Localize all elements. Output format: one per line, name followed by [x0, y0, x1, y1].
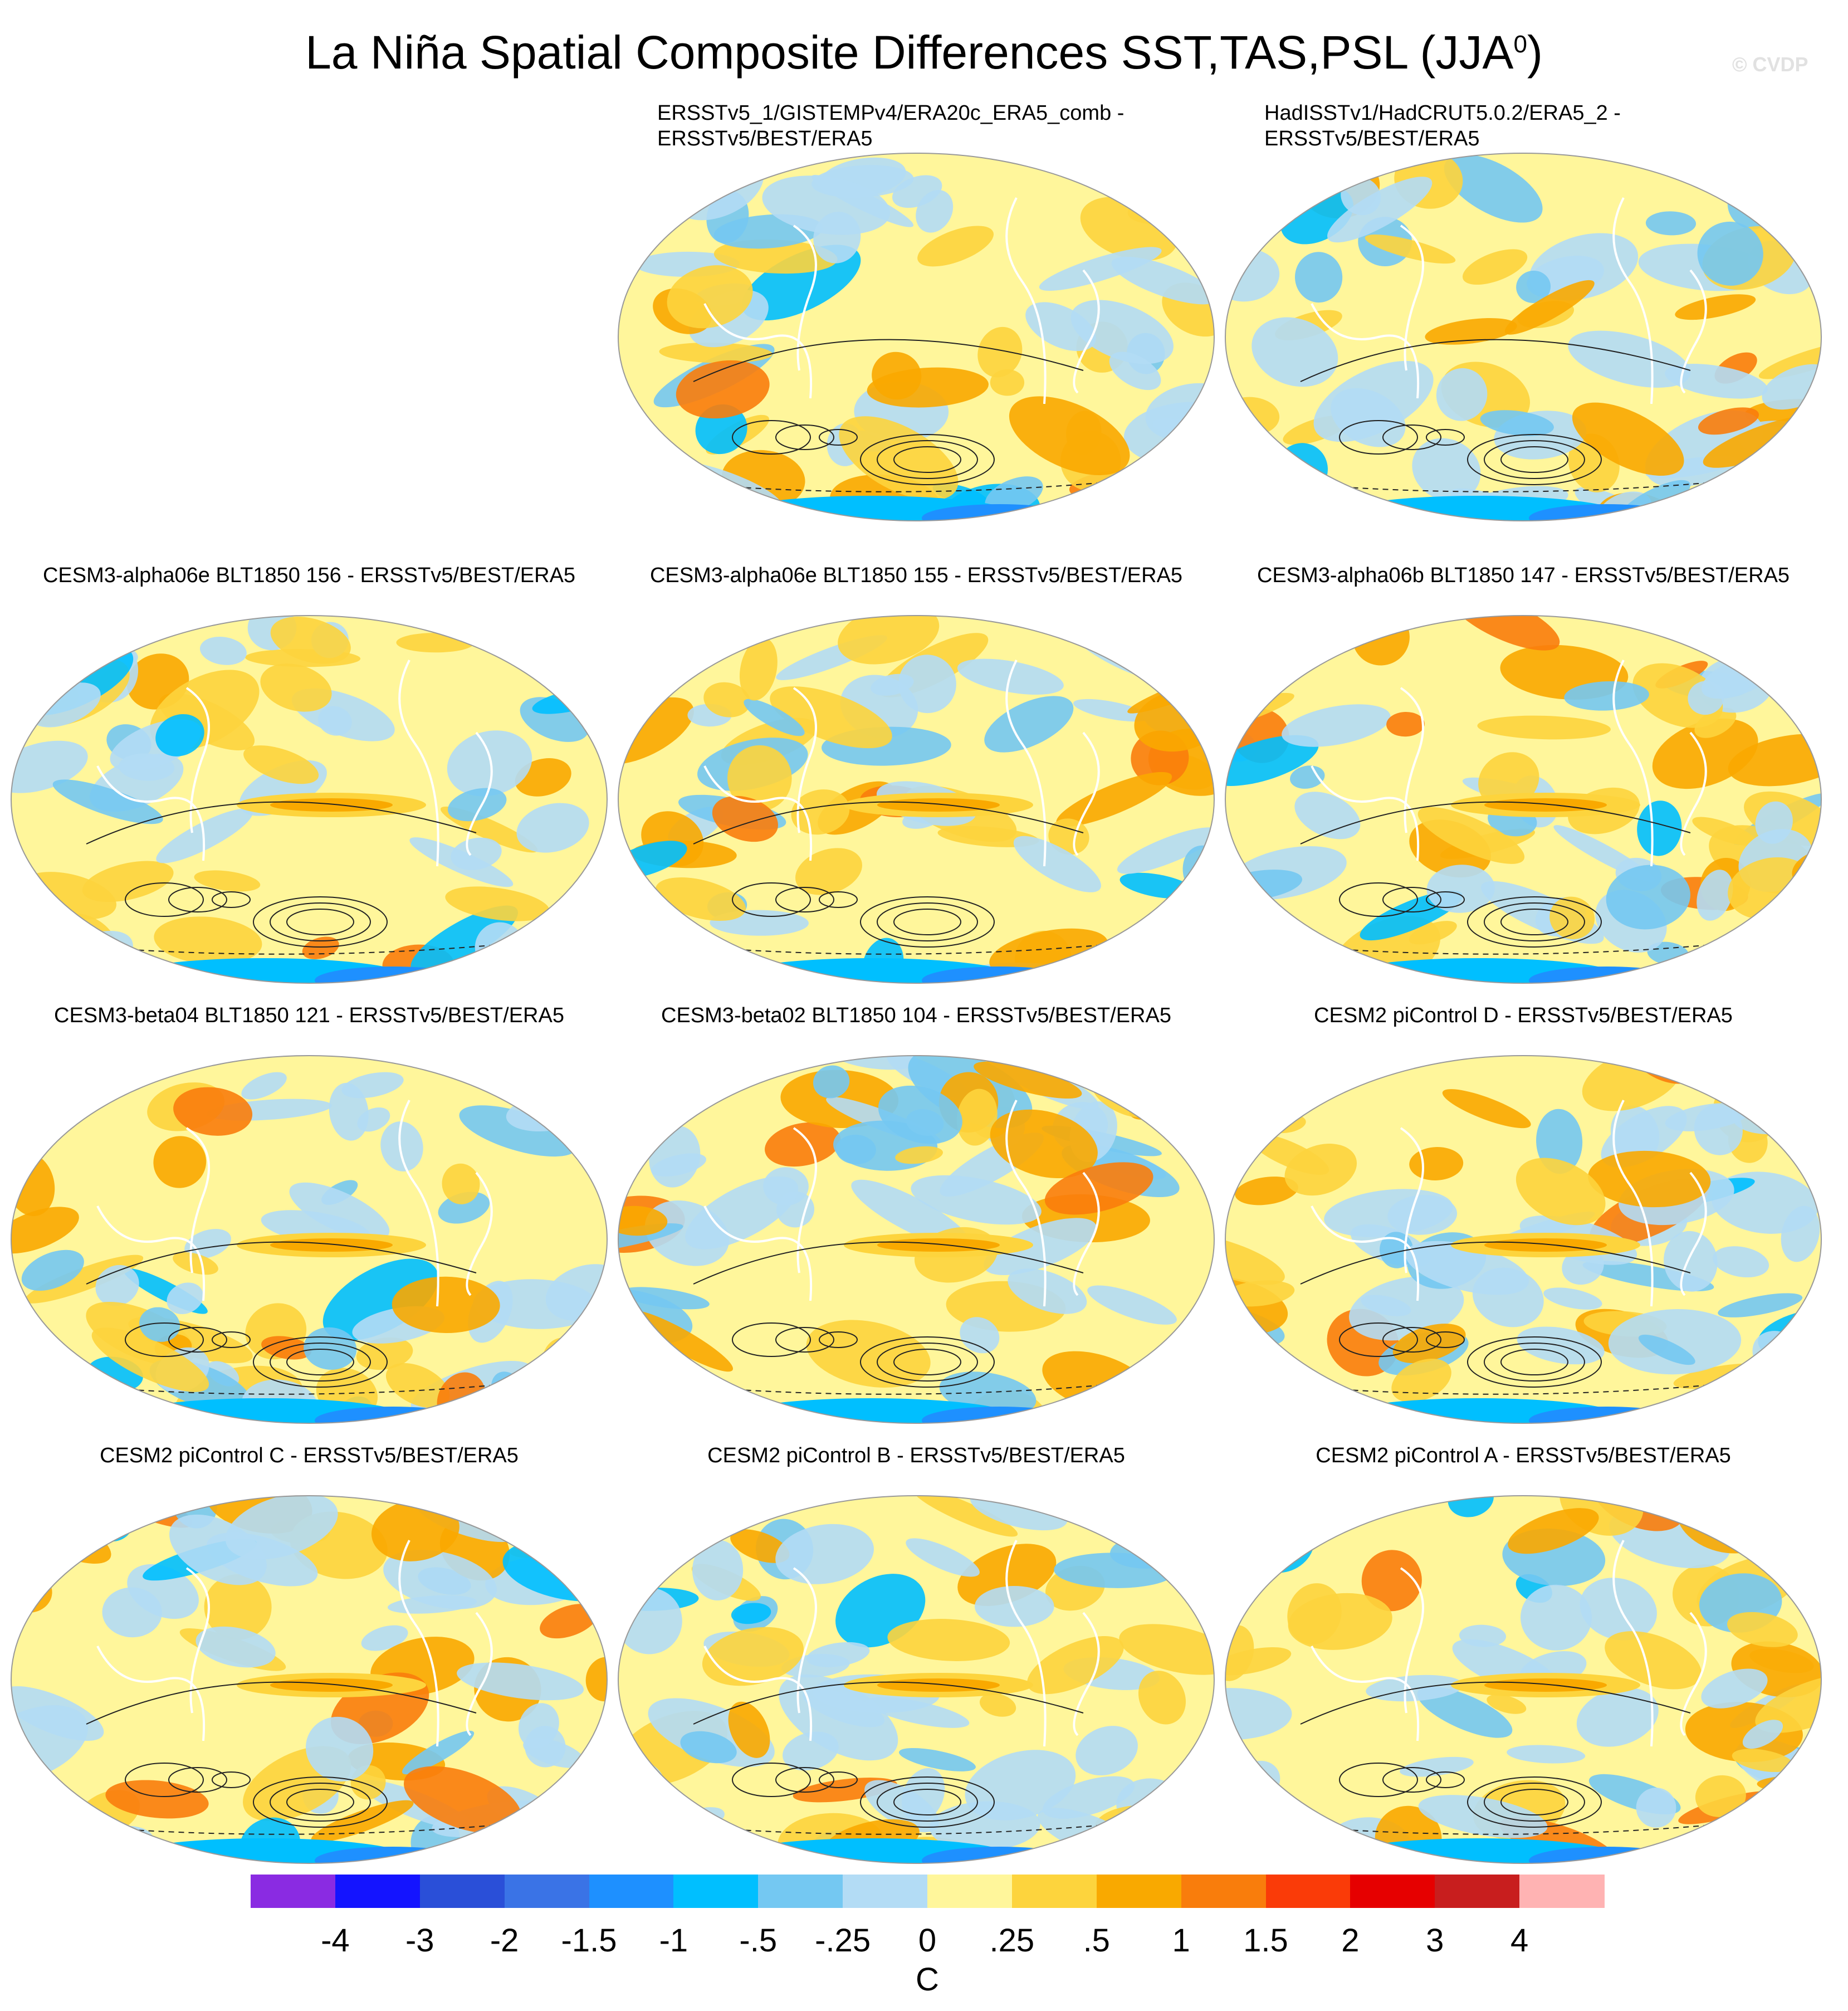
panel-title: CESM2 piControl B - ERSSTv5/BEST/ERA5: [613, 1443, 1220, 1468]
colorbar-tick-label: 2: [1341, 1922, 1360, 1959]
colorbar-tick-label: 1.5: [1243, 1922, 1288, 1959]
robinson-map: [618, 615, 1215, 984]
panel-title-line1: CESM3-alpha06e BLT1850 156 - ERSSTv5/BES…: [42, 564, 576, 587]
colorbar-tick-label: -2: [490, 1922, 519, 1959]
panel-title-line1: HadISSTv1/HadCRUT5.0.2/ERA5_2 -: [1264, 101, 1621, 125]
colorbar-swatch: [589, 1875, 674, 1908]
colorbar-tick-label: -.5: [739, 1922, 778, 1959]
colorbar-tick-label: -.25: [815, 1922, 871, 1959]
colorbar-tick-label: -1: [659, 1922, 688, 1959]
cvdp-watermark: © CVDP: [1732, 53, 1808, 76]
colorbar-swatch: [673, 1875, 759, 1908]
colorbar-unit: C: [916, 1961, 939, 1998]
panel-title: ERSSTv5_1/GISTEMPv4/ERA20c_ERA5_comb - ER…: [613, 100, 1136, 152]
panel-title: CESM2 piControl A - ERSSTv5/BEST/ERA5: [1220, 1443, 1827, 1468]
colorbar-swatch: [758, 1875, 844, 1908]
figure-title: La Niña Spatial Composite Differences SS…: [305, 26, 1543, 79]
panel-title-line1: CESM2 piControl D - ERSSTv5/BEST/ERA5: [1314, 1004, 1733, 1027]
panel-title-line1: CESM3-beta04 BLT1850 121 - ERSSTv5/BEST/…: [54, 1004, 564, 1027]
panel-title-line1: CESM2 piControl B - ERSSTv5/BEST/ERA5: [707, 1444, 1125, 1467]
colorbar: -4 -3 -2 -1.5 -1 -.5 -.25 0 .25 .5 1 1.5 2 3 4 C: [251, 1875, 1605, 2003]
panel-title: CESM3-beta04 BLT1850 121 - ERSSTv5/BEST/…: [6, 1003, 613, 1028]
map-panel: CESM3-beta02 BLT1850 104 - ERSSTv5/BEST/…: [613, 1003, 1220, 1424]
panel-title-line1: CESM3-alpha06e BLT1850 155 - ERSSTv5/BES…: [649, 564, 1183, 587]
colorbar-swatch: [335, 1875, 421, 1908]
robinson-map: [618, 1495, 1215, 1864]
panel-title: CESM3-alpha06e BLT1850 156 - ERSSTv5/BES…: [6, 563, 613, 588]
colorbar-tick-label: 0: [918, 1922, 937, 1959]
colorbar-swatch: [504, 1875, 590, 1908]
panel-title: CESM2 piControl D - ERSSTv5/BEST/ERA5: [1220, 1003, 1827, 1028]
panel-title-line1: CESM3-alpha06b BLT1850 147 - ERSSTv5/BES…: [1257, 564, 1790, 587]
colorbar-swatch: [927, 1875, 1013, 1908]
map-panel: CESM3-alpha06e BLT1850 156 - ERSSTv5/BES…: [6, 563, 613, 984]
robinson-map: [1225, 1055, 1822, 1424]
map-panel: CESM3-beta04 BLT1850 121 - ERSSTv5/BEST/…: [6, 1003, 613, 1424]
colorbar-tick-label: 3: [1426, 1922, 1444, 1959]
panel-title: CESM3-alpha06b BLT1850 147 - ERSSTv5/BES…: [1220, 563, 1827, 588]
robinson-map: [1225, 153, 1822, 521]
panel-title-line1: ERSSTv5_1/GISTEMPv4/ERA20c_ERA5_comb -: [657, 101, 1125, 125]
colorbar-tick-label: .5: [1083, 1922, 1110, 1959]
map-panel: CESM2 piControl C - ERSSTv5/BEST/ERA5: [6, 1443, 613, 1864]
panel-title-line1: CESM2 piControl C - ERSSTv5/BEST/ERA5: [100, 1444, 519, 1467]
colorbar-tick-label: 1: [1172, 1922, 1190, 1959]
robinson-map: [1225, 1495, 1822, 1864]
colorbar-tick-label: -4: [321, 1922, 350, 1959]
colorbar-swatch: [1265, 1875, 1351, 1908]
panel-title: CESM2 piControl C - ERSSTv5/BEST/ERA5: [6, 1443, 613, 1468]
map-panel: CESM3-alpha06b BLT1850 147 - ERSSTv5/BES…: [1220, 563, 1827, 984]
colorbar-swatch: [251, 1875, 336, 1908]
panel-title: CESM3-beta02 BLT1850 104 - ERSSTv5/BEST/…: [613, 1003, 1220, 1028]
panel-title-line1: CESM3-beta02 BLT1850 104 - ERSSTv5/BEST/…: [661, 1004, 1171, 1027]
colorbar-swatch: [1350, 1875, 1436, 1908]
colorbar-tick-label: 4: [1510, 1922, 1529, 1959]
map-panel: HadISSTv1/HadCRUT5.0.2/ERA5_2 - ERSSTv5/B…: [1220, 100, 1827, 521]
robinson-map: [618, 153, 1215, 521]
robinson-map: [11, 1495, 608, 1864]
colorbar-swatch: [1519, 1875, 1605, 1908]
colorbar-swatch: [1181, 1875, 1267, 1908]
colorbar-swatch: [419, 1875, 505, 1908]
map-panel: CESM3-alpha06e BLT1850 155 - ERSSTv5/BES…: [613, 563, 1220, 984]
map-panel: CESM2 piControl B - ERSSTv5/BEST/ERA5: [613, 1443, 1220, 1864]
panel-title: HadISSTv1/HadCRUT5.0.2/ERA5_2 - ERSSTv5/B…: [1220, 100, 1743, 152]
robinson-map: [1225, 615, 1822, 984]
map-panel: CESM2 piControl A - ERSSTv5/BEST/ERA5: [1220, 1443, 1827, 1864]
map-panel: CESM2 piControl D - ERSSTv5/BEST/ERA5: [1220, 1003, 1827, 1424]
colorbar-swatch: [843, 1875, 928, 1908]
robinson-map: [11, 1055, 608, 1424]
colorbar-tick-label: -1.5: [561, 1922, 617, 1959]
panel-title-line2: ERSSTv5/BEST/ERA5: [657, 127, 873, 150]
robinson-map: [11, 615, 608, 984]
map-panel: ERSSTv5_1/GISTEMPv4/ERA20c_ERA5_comb - ER…: [613, 100, 1220, 521]
colorbar-swatch: [1096, 1875, 1182, 1908]
colorbar-swatch: [1011, 1875, 1097, 1908]
colorbar-tick-label: -3: [405, 1922, 434, 1959]
panel-title: CESM3-alpha06e BLT1850 155 - ERSSTv5/BES…: [613, 563, 1220, 588]
robinson-map: [618, 1055, 1215, 1424]
panel-title-line1: CESM2 piControl A - ERSSTv5/BEST/ERA5: [1316, 1444, 1731, 1467]
colorbar-swatch: [1435, 1875, 1521, 1908]
colorbar-tick-label: .25: [989, 1922, 1035, 1959]
panel-title-line2: ERSSTv5/BEST/ERA5: [1264, 127, 1480, 150]
